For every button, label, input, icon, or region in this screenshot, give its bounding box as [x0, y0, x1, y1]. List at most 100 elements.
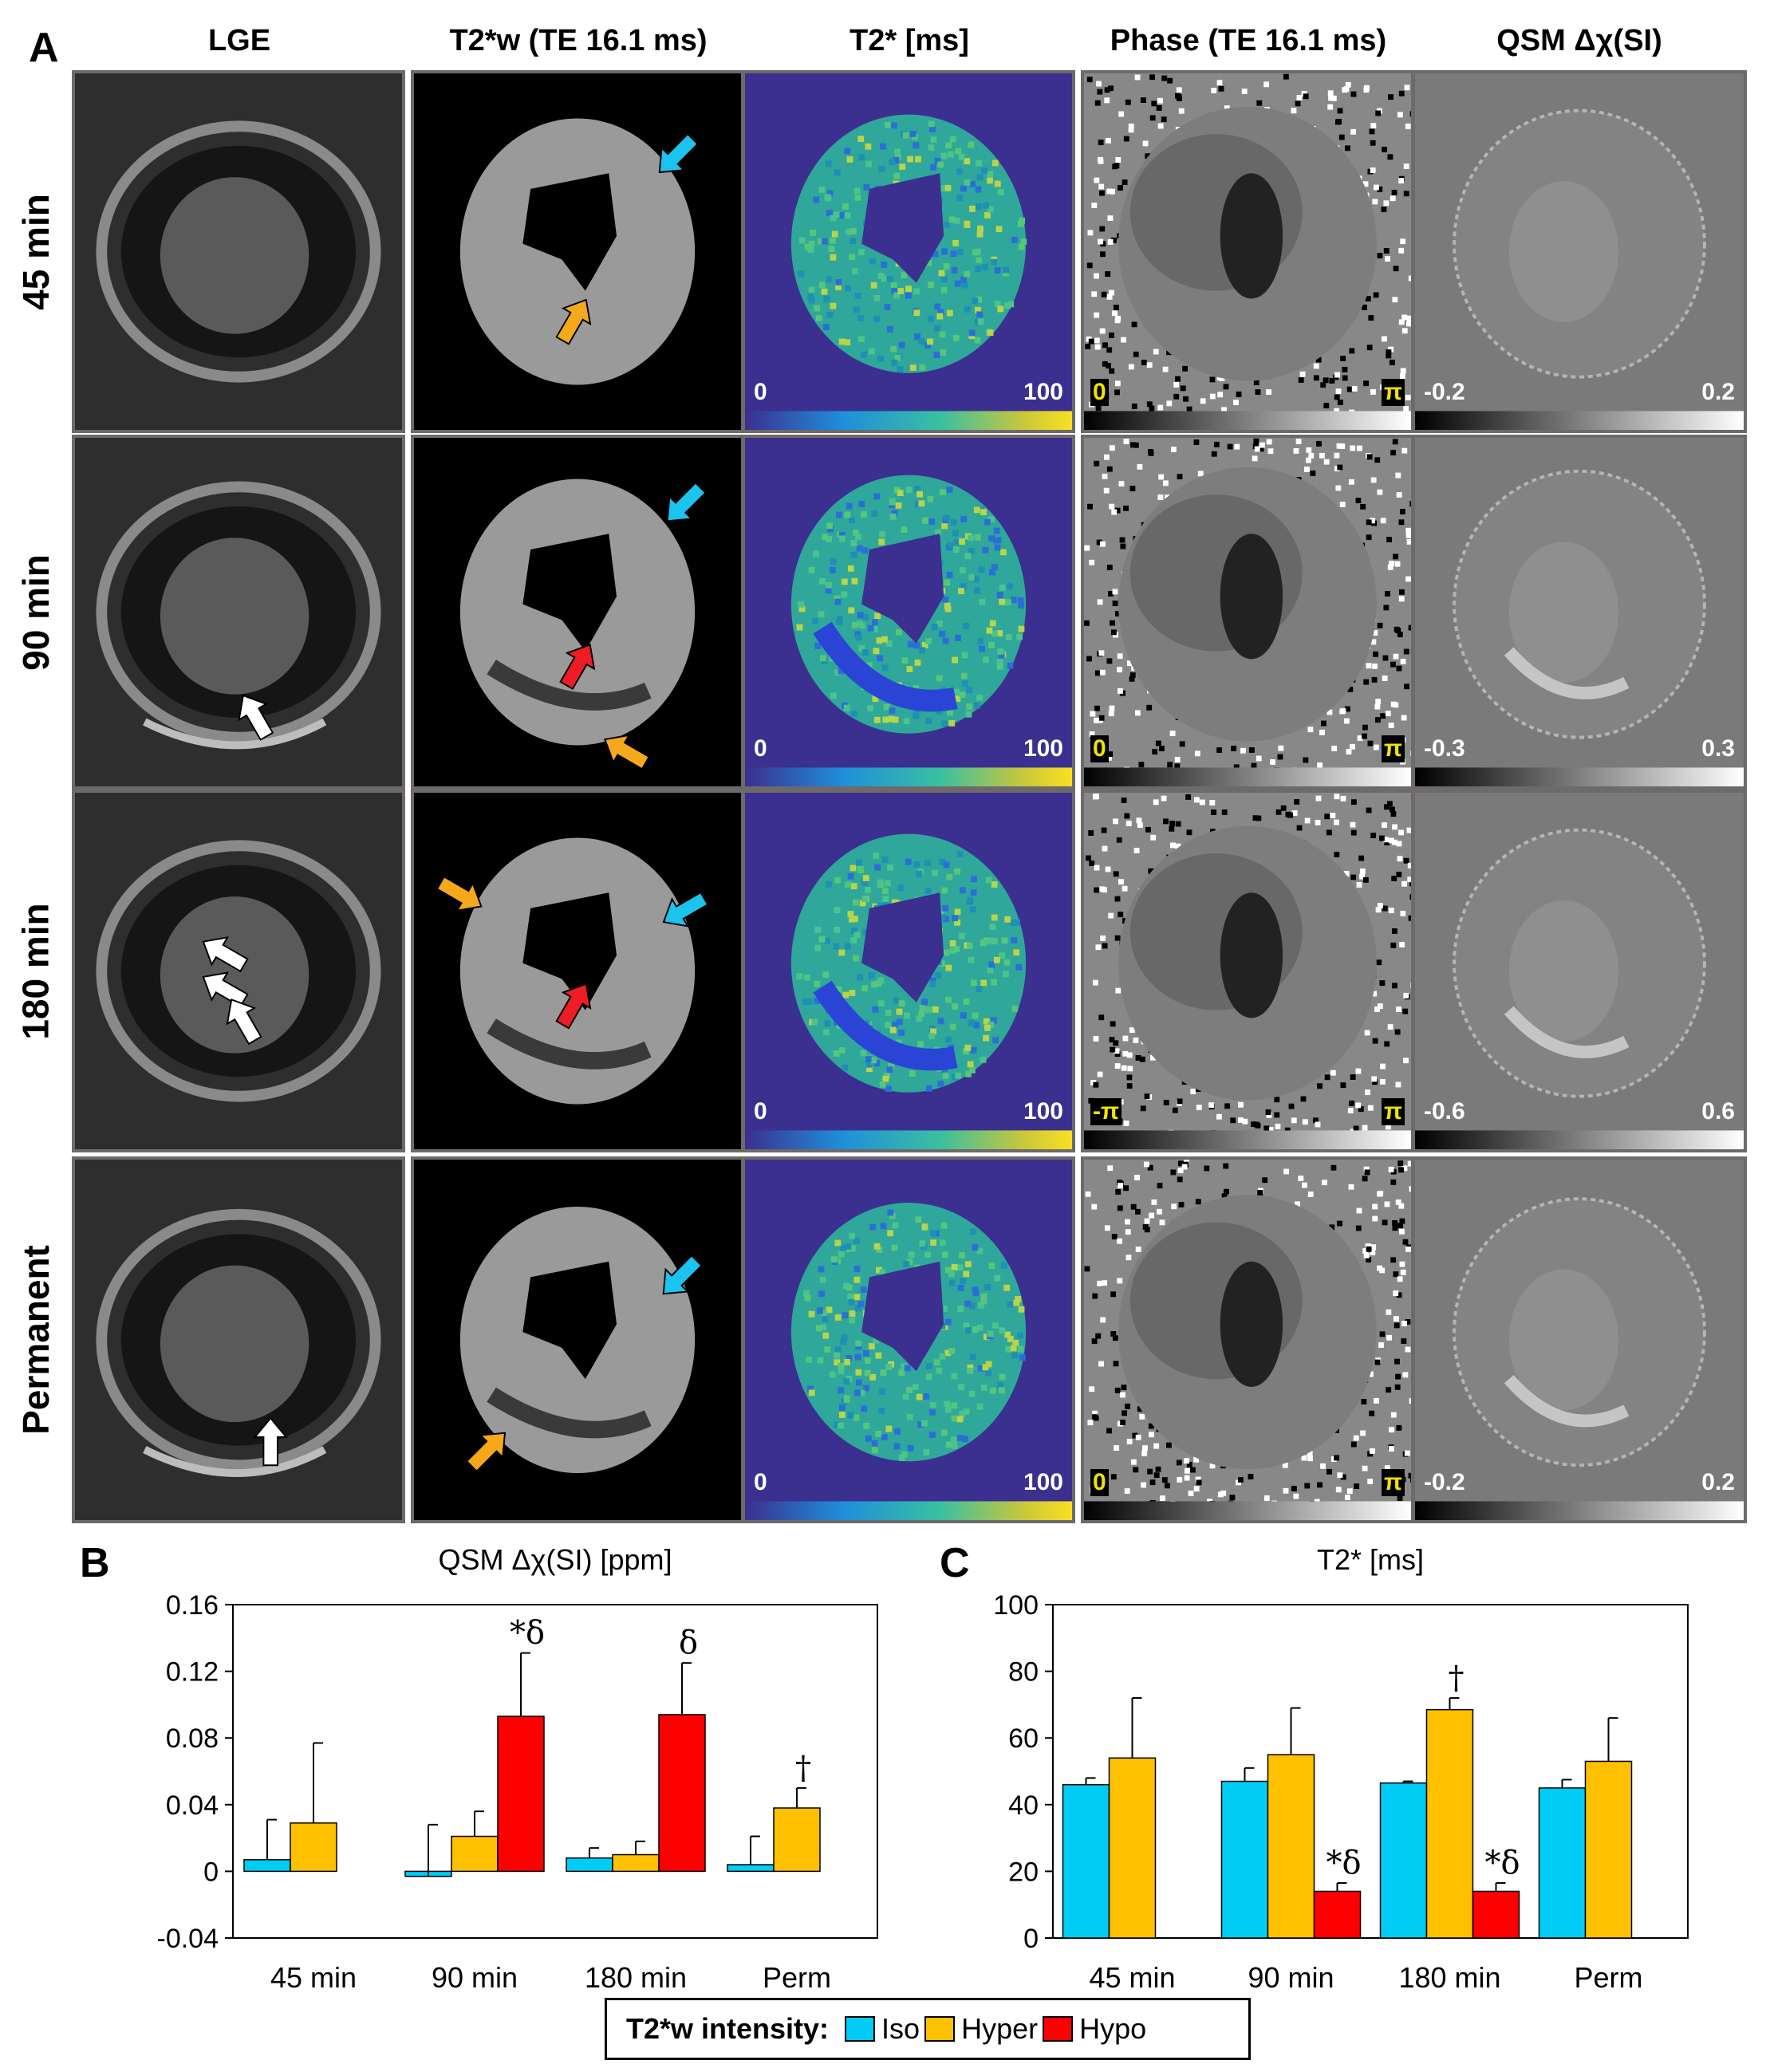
y-tick-label: 0: [1023, 1924, 1039, 1954]
chart-legend: T2*w intensity: Iso Hyper Hypo: [605, 1998, 1251, 2060]
bar-iso: [1538, 1787, 1587, 1939]
significance-annotation: †: [795, 1750, 811, 1786]
colorbar-min-label: -π: [1090, 1098, 1121, 1125]
colorbar-min-label: -0.2: [1424, 379, 1465, 405]
legend-title: T2*w intensity:: [626, 2012, 830, 2045]
y-tick-label: 0.08: [166, 1723, 219, 1754]
significance-annotation: *δ: [510, 1615, 545, 1652]
colorbar-min-label: 0: [1090, 379, 1109, 406]
colorbar-min-label: 0: [1090, 1469, 1109, 1496]
column-header-t2w: T2*w (TE 16.1 ms): [449, 24, 708, 57]
lge-arrow-icon: [202, 971, 249, 1008]
colorbar-max-label: π: [1382, 379, 1405, 406]
colorbar-max-label: π: [1382, 1098, 1405, 1125]
panel-a-letter: A: [29, 25, 59, 71]
bar-hyper: [1584, 1760, 1633, 1939]
qsm-image-180min: -0.6 0.6: [1412, 790, 1747, 1152]
iso-arrow-icon: [666, 482, 707, 522]
iso-arrow-icon: [662, 1254, 703, 1295]
bar-hyper: [451, 1835, 499, 1873]
colorbar-max-label: 100: [1023, 1469, 1063, 1495]
bar-hypo: [658, 1714, 706, 1873]
t2w-image-45min: [411, 70, 744, 433]
colorbar-min-label: 0: [1090, 735, 1109, 762]
y-tick-label: 0: [203, 1857, 219, 1887]
bar-hypo: [1313, 1890, 1362, 1939]
legend-swatch-hyper: [924, 2016, 956, 2042]
colorbar-min-label: -0.3: [1424, 735, 1465, 762]
y-tick-label: 100: [993, 1590, 1039, 1621]
lge-arrow-icon: [253, 1416, 288, 1467]
lge-arrow-icon: [202, 936, 249, 973]
lge-image-180min: [72, 790, 405, 1152]
bar-hyper: [612, 1853, 660, 1873]
colorbar-max-label: 0.2: [1701, 379, 1735, 405]
significance-annotation: †: [1449, 1660, 1464, 1696]
bar-hypo: [1472, 1890, 1520, 1939]
legend-swatch-hypo: [1043, 2016, 1074, 2042]
y-tick-label: 80: [1008, 1657, 1039, 1688]
colorbar-max-label: 0.6: [1701, 1098, 1735, 1125]
t2star-bar-chart: T2* [ms] 0 20 40 60 80 100 45 min 90 min 180 min P…: [993, 1543, 1689, 1994]
bar-hyper: [773, 1807, 821, 1873]
bar-iso: [1220, 1780, 1269, 1939]
bar-hyper: [1425, 1708, 1474, 1939]
plot-area: [232, 1604, 878, 1939]
x-tick-label: 180 min: [585, 1961, 687, 1994]
y-tick-label: 0.04: [166, 1790, 219, 1821]
qsm-bar-chart: QSM Δχ(SI) [ppm] -0.04 0 0.04 0.08 0.12 0.16 45…: [157, 1543, 878, 1994]
x-tick-label: 90 min: [432, 1961, 518, 1994]
lge-arrow-icon: [226, 999, 262, 1046]
t2w-image-90min: [411, 435, 744, 790]
colorbar-max-label: 0.3: [1701, 735, 1735, 762]
x-tick-label: 90 min: [1248, 1961, 1334, 1994]
lge-image-permanent: [72, 1156, 405, 1523]
t2star-image-permanent: 0 100: [742, 1156, 1075, 1523]
colorbar-max-label: 0.2: [1701, 1469, 1735, 1495]
iso-arrow-icon: [662, 891, 709, 928]
row-label-90min: 90 min: [15, 553, 57, 671]
lge-image-45min: [72, 70, 405, 433]
hypo-arrow-icon: [555, 983, 592, 1030]
y-tick-label: 60: [1008, 1723, 1039, 1754]
colorbar-min-label: 0: [754, 1098, 767, 1125]
bar-iso: [243, 1859, 291, 1873]
colorbar-max-label: 100: [1023, 735, 1063, 762]
lge-image-90min: [72, 435, 405, 790]
hyper-arrow-icon: [555, 298, 592, 345]
colorbar-min-label: 0: [754, 379, 767, 405]
qsm-image-45min: -0.2 0.2: [1412, 70, 1747, 433]
panel-b-letter: B: [80, 1540, 110, 1586]
colorbar-max-label: 100: [1023, 379, 1063, 405]
colorbar-max-label: π: [1382, 735, 1405, 762]
chart-title: T2* [ms]: [1317, 1543, 1424, 1576]
t2star-image-180min: 0 100: [742, 790, 1075, 1152]
lge-arrow-icon: [238, 694, 274, 741]
bar-hyper: [1267, 1754, 1315, 1939]
phase-image-180min: -π π: [1081, 790, 1414, 1152]
y-tick-label: 0.16: [166, 1590, 219, 1621]
row-label-180min: 180 min: [15, 902, 57, 1040]
colorbar-min-label: 0: [754, 735, 767, 762]
y-tick-label: 40: [1008, 1790, 1039, 1821]
bar-iso: [566, 1857, 613, 1873]
legend-label-hypo: Hypo: [1079, 2012, 1147, 2045]
x-tick-label: 45 min: [270, 1961, 357, 1994]
colorbar-max-label: π: [1382, 1469, 1405, 1496]
x-tick-label: Perm: [763, 1961, 831, 1994]
panel-c-letter: C: [940, 1540, 970, 1586]
column-header-t2star: T2* [ms]: [849, 24, 969, 57]
t2star-image-45min: 0 100: [742, 70, 1075, 433]
x-tick-label: 180 min: [1398, 1961, 1500, 1994]
y-tick-label: 0.12: [166, 1657, 219, 1688]
colorbar-min-label: 0: [754, 1469, 767, 1495]
t2star-image-90min: 0 100: [742, 435, 1075, 790]
qsm-image-90min: -0.3 0.3: [1412, 435, 1747, 790]
colorbar-min-label: -0.6: [1424, 1098, 1465, 1125]
column-header-lge: LGE: [207, 24, 271, 57]
bar-hypo: [497, 1716, 545, 1873]
x-tick-label: 45 min: [1089, 1961, 1175, 1994]
